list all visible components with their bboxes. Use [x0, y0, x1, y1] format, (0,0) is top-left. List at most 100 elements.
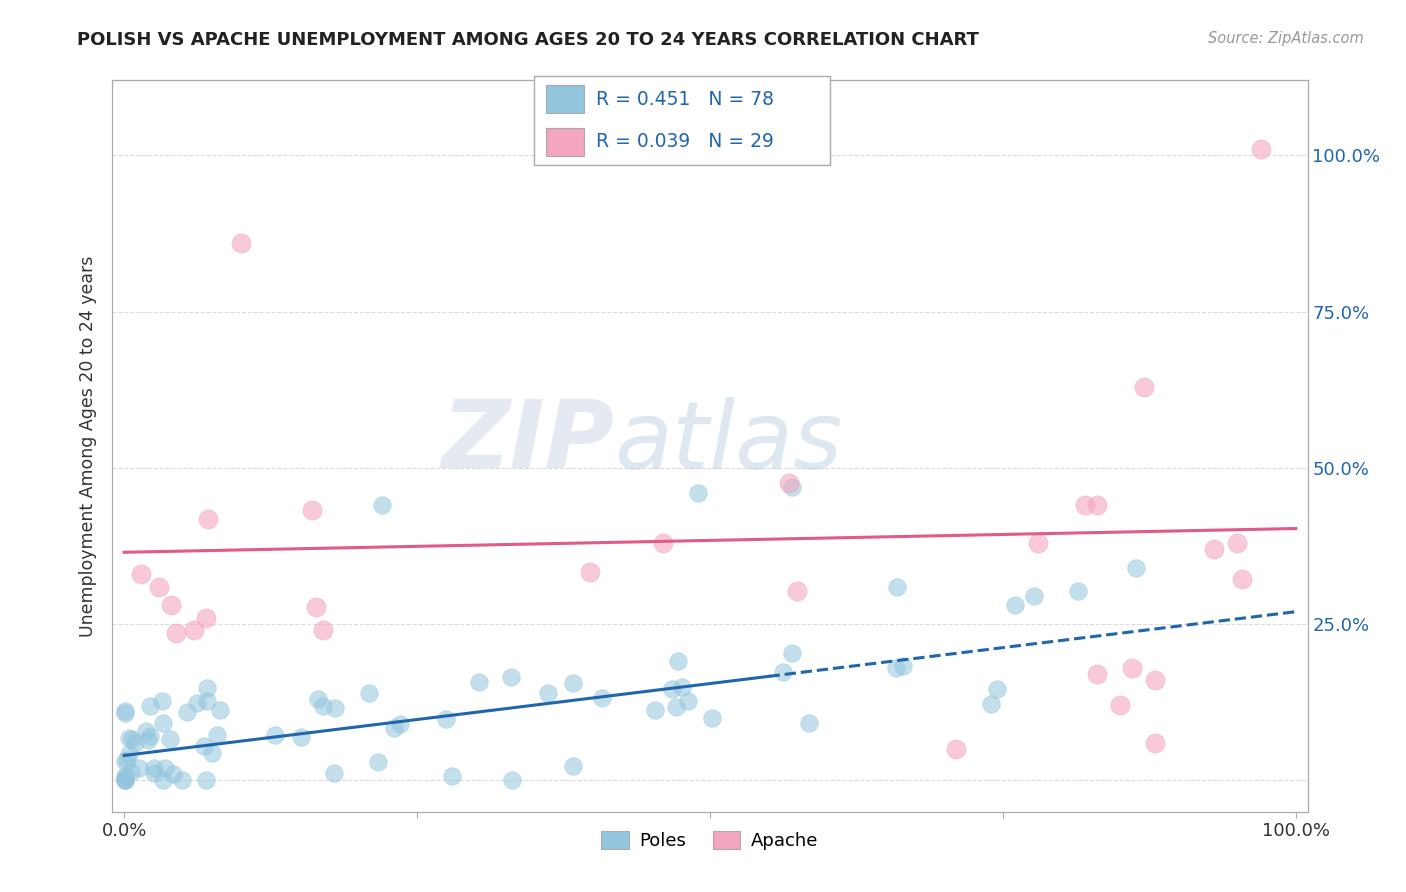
Point [891, 659, 914, 673]
Point [231, 235, 253, 250]
Point [142, 761, 165, 775]
Point [1022, 589, 1045, 603]
Point [945, 742, 967, 756]
Point [153, 761, 176, 775]
Text: ZIP: ZIP [441, 396, 614, 488]
Point [1226, 536, 1249, 550]
Point [176, 706, 198, 720]
Point [1066, 583, 1088, 598]
Legend: Poles, Apache: Poles, Apache [595, 823, 825, 857]
Point [117, 753, 139, 767]
Point [170, 773, 193, 788]
Point [382, 721, 405, 735]
Point [194, 773, 217, 788]
Point [592, 690, 614, 705]
Point [1144, 736, 1167, 750]
Point [388, 717, 411, 731]
Point [305, 600, 328, 615]
Point [290, 731, 312, 745]
Point [780, 646, 803, 660]
Point [152, 773, 174, 788]
Point [780, 480, 803, 494]
Point [1250, 142, 1272, 156]
Point [778, 475, 800, 490]
Point [139, 698, 162, 713]
Point [129, 566, 152, 581]
Point [136, 732, 159, 747]
Point [665, 700, 688, 714]
Point [183, 624, 205, 638]
Point [1074, 499, 1097, 513]
Point [561, 676, 583, 690]
FancyBboxPatch shape [534, 76, 830, 165]
Point [676, 694, 699, 708]
Point [121, 732, 143, 747]
Point [671, 680, 693, 694]
Point [1085, 667, 1108, 681]
Point [205, 728, 228, 742]
Point [114, 773, 136, 788]
Point [799, 715, 821, 730]
Point [114, 773, 136, 788]
Point [142, 765, 165, 780]
Point [357, 686, 380, 700]
Point [114, 704, 136, 718]
Point [786, 584, 808, 599]
Point [661, 681, 683, 696]
Point [644, 704, 666, 718]
Text: R = 0.451   N = 78: R = 0.451 N = 78 [596, 89, 775, 109]
Point [312, 624, 335, 638]
Point [434, 712, 457, 726]
Point [700, 710, 723, 724]
Bar [546, 128, 585, 156]
Point [371, 499, 394, 513]
Point [1144, 673, 1167, 688]
Point [1109, 698, 1132, 713]
Point [562, 758, 585, 772]
Point [323, 701, 346, 715]
Point [118, 731, 141, 745]
Point [301, 503, 323, 517]
Point [135, 723, 157, 738]
Point [980, 697, 1002, 711]
Point [114, 771, 136, 785]
Point [195, 611, 218, 625]
Point [150, 693, 173, 707]
Point [536, 686, 558, 700]
Point [884, 661, 907, 675]
Point [209, 703, 232, 717]
Point [307, 692, 329, 706]
Point [323, 765, 346, 780]
Point [367, 756, 389, 770]
Point [1121, 661, 1143, 675]
Point [688, 486, 710, 500]
Point [121, 764, 143, 779]
Point [118, 747, 141, 762]
Text: Source: ZipAtlas.com: Source: ZipAtlas.com [1208, 31, 1364, 46]
Point [1026, 536, 1049, 550]
Point [186, 696, 208, 710]
Point [501, 670, 523, 684]
Point [139, 729, 162, 743]
Point [1202, 542, 1225, 557]
Point [579, 566, 602, 580]
Point [1004, 599, 1026, 613]
Point [114, 773, 136, 788]
Point [1125, 561, 1147, 575]
Point [128, 761, 150, 775]
Y-axis label: Unemployment Among Ages 20 to 24 years: Unemployment Among Ages 20 to 24 years [79, 255, 97, 637]
Point [666, 654, 689, 668]
Point [263, 728, 285, 742]
Point [467, 674, 489, 689]
Point [197, 511, 219, 525]
Point [165, 625, 187, 640]
Point [148, 580, 170, 594]
Point [201, 746, 224, 760]
Point [312, 698, 335, 713]
Point [195, 694, 218, 708]
Point [1230, 572, 1253, 586]
Point [124, 736, 146, 750]
Text: POLISH VS APACHE UNEMPLOYMENT AMONG AGES 20 TO 24 YEARS CORRELATION CHART: POLISH VS APACHE UNEMPLOYMENT AMONG AGES… [77, 31, 979, 49]
Point [114, 754, 136, 768]
Point [159, 732, 181, 747]
